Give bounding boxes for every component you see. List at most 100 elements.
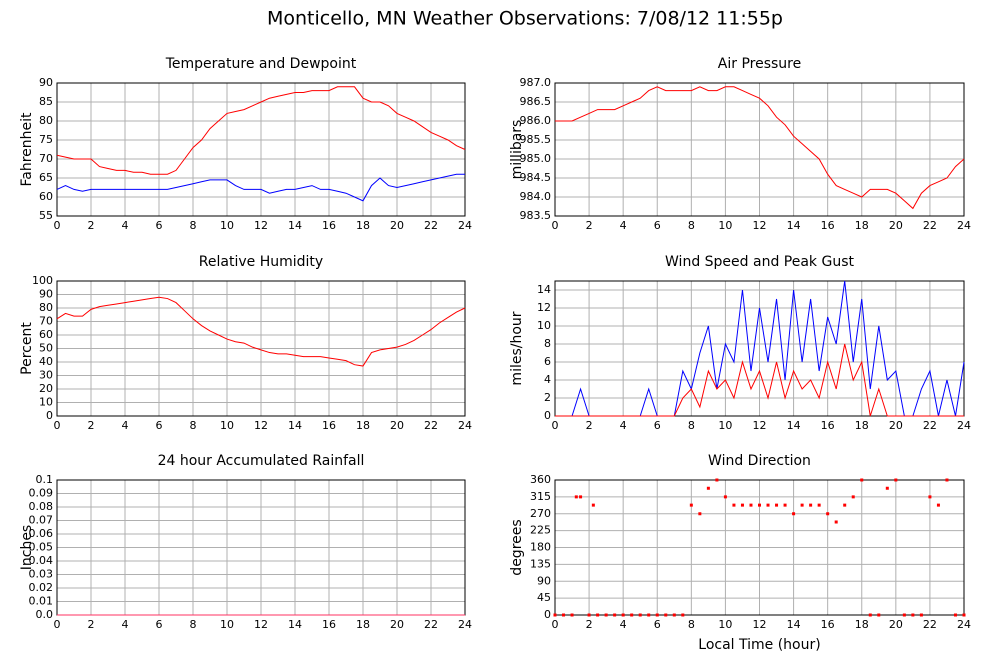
x-tick-label: 22	[923, 618, 937, 631]
data-point	[698, 512, 702, 516]
x-tick-label: 0	[54, 419, 61, 432]
data-point	[630, 613, 634, 617]
plot-frame	[554, 280, 965, 417]
data-point	[911, 613, 915, 617]
data-point	[596, 613, 600, 617]
x-tick-label: 20	[390, 219, 404, 232]
x-tick-label: 16	[322, 618, 336, 631]
x-tick-label: 12	[753, 219, 767, 232]
y-tick-label: 6	[544, 355, 551, 368]
y-tick-label: 50	[39, 342, 53, 355]
x-tick-label: 24	[957, 419, 971, 432]
y-tick-label: 987.0	[520, 76, 552, 89]
x-tick-label: 0	[552, 618, 559, 631]
x-tick-label: 12	[753, 618, 767, 631]
x-tick-label: 8	[190, 419, 197, 432]
y-tick-label: 55	[39, 209, 53, 222]
data-line	[555, 343, 964, 417]
x-tick-label: 24	[458, 618, 472, 631]
x-tick-label: 8	[688, 219, 695, 232]
data-point	[613, 613, 617, 617]
x-tick-label: 4	[620, 219, 627, 232]
y-axis-label: Percent	[19, 322, 35, 375]
y-tick-label: 8	[544, 337, 551, 350]
x-tick-label: 12	[254, 219, 268, 232]
data-point	[638, 613, 642, 617]
x-tick-label: 24	[957, 618, 971, 631]
y-tick-label: 0.04	[29, 554, 54, 567]
x-tick-label: 20	[889, 419, 903, 432]
y-tick-label: 984.0	[520, 190, 552, 203]
y-axis-label: millibars	[509, 120, 525, 180]
data-point	[740, 503, 744, 507]
y-tick-label: 0.01	[29, 595, 54, 608]
y-tick-label: 984.5	[520, 171, 552, 184]
data-line	[555, 86, 965, 210]
chart-title: 24 hour Accumulated Rainfall	[158, 453, 365, 469]
data-point	[758, 503, 761, 507]
y-tick-label: 983.5	[520, 209, 552, 222]
x-tick-label: 20	[390, 618, 404, 631]
data-point	[664, 613, 668, 617]
x-tick-label: 24	[458, 219, 472, 232]
data-point	[902, 613, 906, 617]
y-tick-label: 986.0	[520, 114, 552, 127]
y-tick-label: 225	[530, 524, 551, 537]
data-point	[775, 503, 779, 507]
x-tick-label: 0	[54, 219, 61, 232]
data-point	[851, 495, 855, 499]
x-tick-label: 20	[889, 618, 903, 631]
y-tick-label: 360	[530, 473, 551, 486]
data-point	[749, 503, 753, 507]
y-tick-label: 270	[530, 507, 551, 520]
x-tick-label: 16	[322, 419, 336, 432]
data-point	[800, 503, 804, 507]
x-tick-label: 0	[54, 618, 61, 631]
x-axis-label: Local Time (hour)	[698, 637, 820, 653]
data-point	[723, 495, 727, 499]
x-tick-label: 16	[322, 219, 336, 232]
y-tick-label: 12	[537, 301, 551, 314]
x-tick-label: 10	[718, 618, 732, 631]
x-tick-label: 6	[156, 419, 163, 432]
data-point	[834, 520, 838, 524]
chart-title: Temperature and Dewpoint	[165, 56, 357, 72]
data-line	[56, 173, 465, 202]
y-tick-label: 75	[39, 133, 53, 146]
data-point	[562, 613, 566, 617]
data-point	[715, 478, 719, 482]
plot-frame	[56, 280, 466, 417]
y-tick-label: 60	[39, 328, 53, 341]
x-tick-label: 14	[288, 219, 302, 232]
y-tick-label: 315	[530, 490, 551, 503]
x-tick-label: 8	[190, 219, 197, 232]
figure-title: Monticello, MN Weather Observations: 7/0…	[267, 8, 783, 30]
x-tick-label: 0	[552, 419, 559, 432]
y-tick-label: 20	[39, 382, 53, 395]
y-tick-label: 0.1	[36, 473, 54, 486]
y-tick-label: 65	[39, 171, 53, 184]
x-tick-label: 14	[787, 219, 801, 232]
x-tick-label: 6	[654, 219, 661, 232]
chart-title: Air Pressure	[718, 56, 801, 72]
y-tick-label: 985.0	[520, 152, 552, 165]
chart-title: Relative Humidity	[199, 254, 323, 270]
y-tick-label: 0.07	[29, 514, 54, 527]
x-tick-label: 12	[254, 419, 268, 432]
data-point	[604, 613, 608, 617]
data-point	[783, 503, 787, 507]
data-point	[766, 503, 770, 507]
y-tick-label: 80	[39, 301, 53, 314]
data-point	[681, 613, 685, 617]
x-tick-label: 14	[787, 618, 801, 631]
data-line	[56, 296, 466, 367]
y-tick-label: 0	[46, 409, 53, 422]
x-tick-label: 8	[688, 618, 695, 631]
x-tick-label: 2	[586, 219, 593, 232]
data-point	[591, 503, 595, 507]
data-point	[936, 503, 940, 507]
data-point	[809, 503, 813, 507]
x-tick-label: 4	[122, 618, 129, 631]
data-point	[574, 495, 578, 499]
